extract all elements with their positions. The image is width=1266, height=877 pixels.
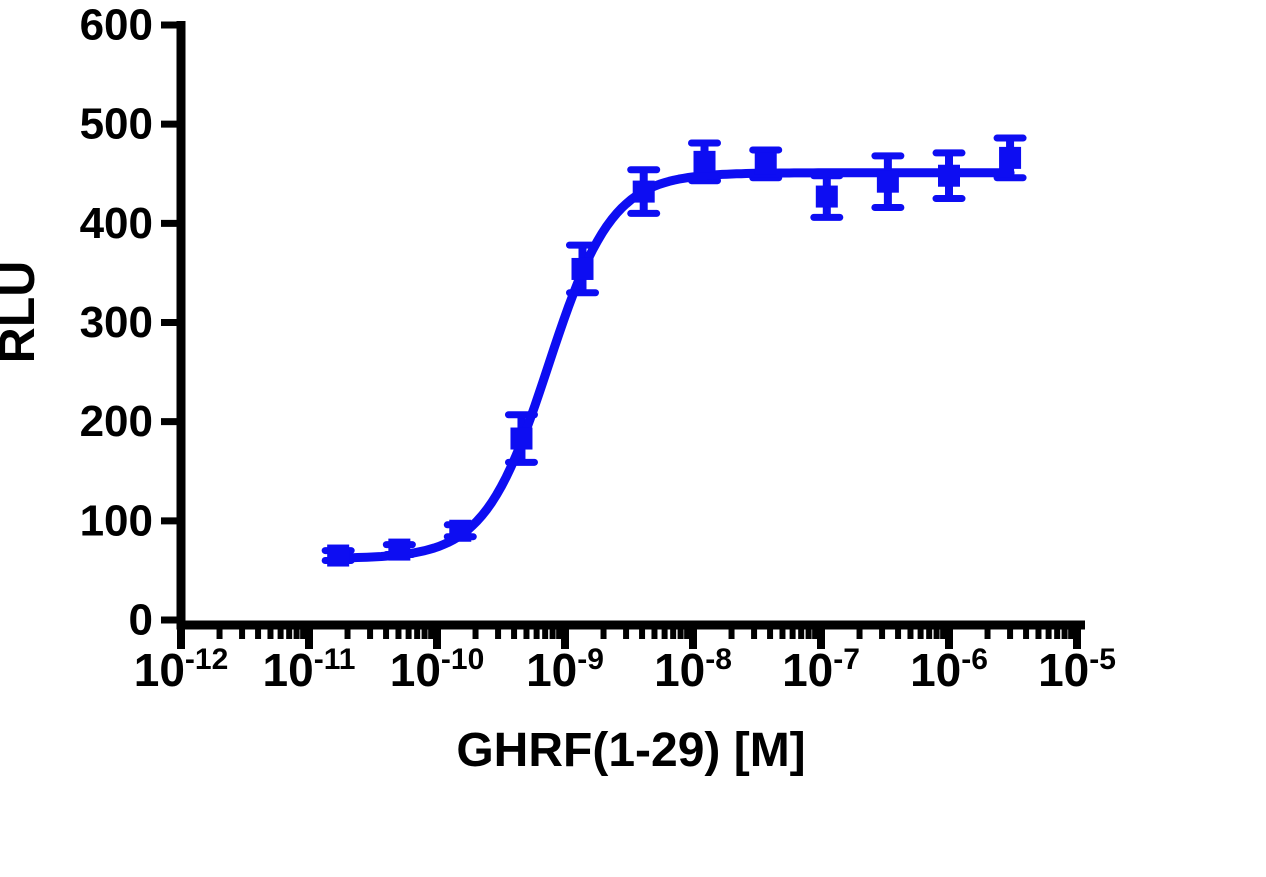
fit-curve — [333, 168, 1015, 563]
data-point-marker — [388, 538, 411, 561]
data-point-marker — [632, 180, 655, 203]
y-tick-label: 600 — [80, 1, 153, 50]
x-tick-label: 10-12 — [134, 643, 229, 696]
y-tick-label: 0 — [129, 596, 153, 645]
x-tick-label: 10-5 — [1038, 643, 1116, 696]
y-tick-label: 200 — [80, 397, 153, 446]
x-tick-label: 10-10 — [390, 643, 485, 696]
data-point-marker — [876, 170, 899, 193]
y-tick-label: 100 — [80, 496, 153, 545]
x-tick-label: 10-8 — [654, 643, 732, 696]
y-tick-label: 300 — [80, 298, 153, 347]
data-point-marker — [571, 257, 594, 280]
data-point-marker — [815, 185, 838, 208]
x-axis-title: GHRF(1-29) [M] — [456, 724, 805, 777]
x-tick-group: 10-12 10-11 10-10 10-9 10-8 10-7 10-6 10-5 — [134, 625, 1116, 696]
data-point-marker — [693, 150, 716, 173]
x-tick-label: 10-9 — [526, 643, 604, 696]
x-tick-label: 10-11 — [263, 643, 356, 696]
y-tick-label: 400 — [80, 199, 153, 248]
data-point-marker — [510, 427, 533, 450]
axes — [176, 21, 1085, 630]
data-point-markers — [327, 146, 1022, 567]
y-axis-title: RLU — [0, 261, 45, 364]
data-point-marker — [327, 544, 350, 567]
x-tick-label: 10-7 — [782, 643, 860, 696]
data-point-marker — [999, 146, 1022, 169]
data-point-marker — [754, 152, 777, 175]
data-point-marker — [449, 519, 472, 542]
error-bars — [321, 134, 1027, 564]
x-tick-label: 10-6 — [910, 643, 988, 696]
y-tick-label: 500 — [80, 100, 153, 149]
data-point-marker — [938, 164, 960, 187]
y-tick-group: 0 100 200 300 400 500 600 — [80, 1, 181, 645]
